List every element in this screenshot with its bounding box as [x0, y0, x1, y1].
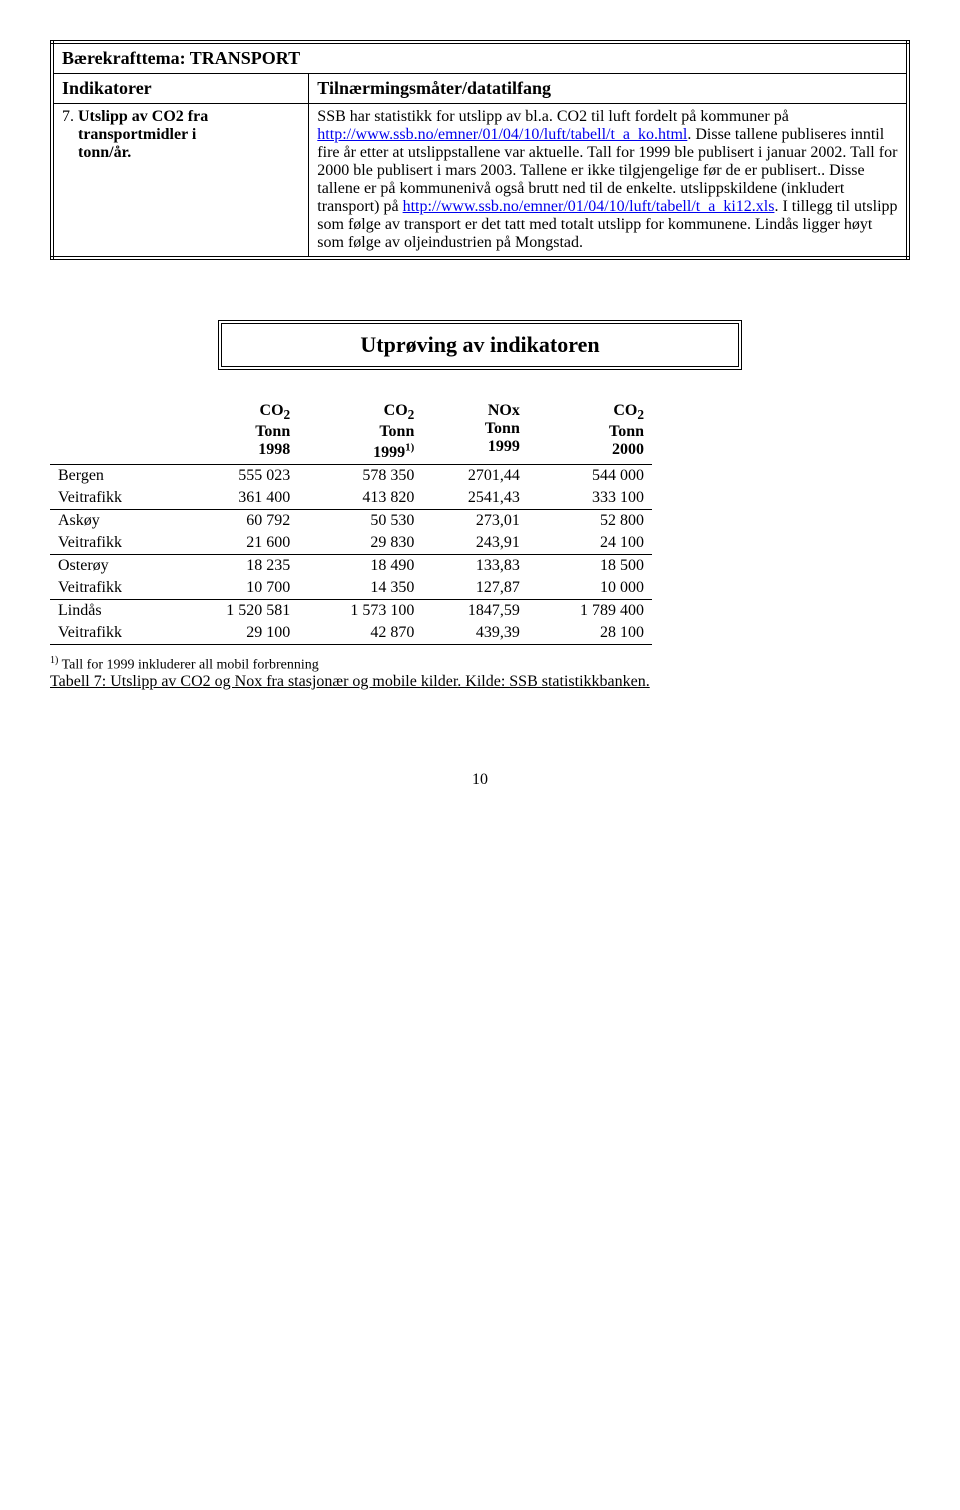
row-value: 243,91	[422, 532, 528, 555]
row-value: 50 530	[298, 509, 422, 532]
indicator-number: 7.	[62, 108, 74, 125]
row-value: 273,01	[422, 509, 528, 532]
row-label: Askøy	[50, 509, 174, 532]
row-value: 127,87	[422, 577, 528, 600]
row-label: Bergen	[50, 464, 174, 487]
table-row: Veitrafikk10 70014 350127,8710 000	[50, 577, 652, 600]
table-row: Veitrafikk21 60029 830243,9124 100	[50, 532, 652, 555]
row-value: 1 573 100	[298, 599, 422, 622]
table-header-4: CO2Tonn2000	[528, 400, 652, 464]
indicator-table: Bærekrafttema: TRANSPORT Indikatorer Til…	[50, 40, 910, 260]
desc-part-1a: SSB har statistikk for utslipp av bl.a. …	[317, 108, 789, 125]
emissions-table: CO2Tonn1998CO2Tonn19991)NOxTonn1999CO2To…	[50, 400, 652, 645]
row-value: 42 870	[298, 622, 422, 645]
indicator-cell: 7. Utslipp av CO2 fra transportmidler i …	[52, 104, 309, 259]
row-value: 133,83	[422, 554, 528, 577]
row-value: 18 500	[528, 554, 652, 577]
row-value: 1847,59	[422, 599, 528, 622]
row-label: Veitrafikk	[50, 487, 174, 510]
table-row: Osterøy18 23518 490133,8318 500	[50, 554, 652, 577]
row-label: Osterøy	[50, 554, 174, 577]
table-row: Lindås1 520 5811 573 1001847,591 789 400	[50, 599, 652, 622]
theme-line: Bærekrafttema: TRANSPORT	[52, 42, 908, 74]
indicator-title-2: transportmidler i	[78, 126, 196, 143]
row-value: 18 235	[174, 554, 298, 577]
table-caption: Tabell 7: Utslipp av CO2 og Nox fra stas…	[50, 673, 910, 691]
row-label: Veitrafikk	[50, 622, 174, 645]
row-value: 29 830	[298, 532, 422, 555]
footnote-text: Tall for 1999 inkluderer all mobil forbr…	[58, 657, 318, 672]
row-label: Veitrafikk	[50, 532, 174, 555]
indicator-title-1: Utslipp av CO2 fra	[78, 108, 208, 125]
footnote: 1) Tall for 1999 inkluderer all mobil fo…	[50, 655, 910, 674]
row-value: 14 350	[298, 577, 422, 600]
indicator-description: SSB har statistikk for utslipp av bl.a. …	[309, 104, 908, 259]
row-value: 60 792	[174, 509, 298, 532]
page-number: 10	[50, 771, 910, 789]
row-label: Lindås	[50, 599, 174, 622]
row-value: 2701,44	[422, 464, 528, 487]
table-header-1: CO2Tonn1998	[174, 400, 298, 464]
row-value: 555 023	[174, 464, 298, 487]
row-value: 1 520 581	[174, 599, 298, 622]
header-col-approach: Tilnærmingsmåter/datatilfang	[309, 74, 908, 104]
row-value: 18 490	[298, 554, 422, 577]
table-row: Bergen555 023578 3502701,44544 000	[50, 464, 652, 487]
table-row: Askøy60 79250 530273,0152 800	[50, 509, 652, 532]
section-title-box: Utprøving av indikatoren	[218, 320, 742, 370]
header-col-indikatorer: Indikatorer	[52, 74, 309, 104]
table-header-3: NOxTonn1999	[422, 400, 528, 464]
row-value: 10 000	[528, 577, 652, 600]
link-ssb-taki12[interactable]: http://www.ssb.no/emner/01/04/10/luft/ta…	[403, 198, 775, 215]
row-value: 544 000	[528, 464, 652, 487]
row-value: 578 350	[298, 464, 422, 487]
row-value: 1 789 400	[528, 599, 652, 622]
row-value: 21 600	[174, 532, 298, 555]
indicator-title-3: tonn/år.	[78, 144, 131, 161]
row-value: 2541,43	[422, 487, 528, 510]
table-row: Veitrafikk29 10042 870439,3928 100	[50, 622, 652, 645]
table-header-0	[50, 400, 174, 464]
table-header-2: CO2Tonn19991)	[298, 400, 422, 464]
row-value: 28 100	[528, 622, 652, 645]
row-value: 52 800	[528, 509, 652, 532]
row-value: 333 100	[528, 487, 652, 510]
link-ssb-tako[interactable]: http://www.ssb.no/emner/01/04/10/luft/ta…	[317, 126, 687, 143]
row-value: 29 100	[174, 622, 298, 645]
row-label: Veitrafikk	[50, 577, 174, 600]
section-title: Utprøving av indikatoren	[360, 332, 599, 357]
row-value: 10 700	[174, 577, 298, 600]
row-value: 361 400	[174, 487, 298, 510]
row-value: 413 820	[298, 487, 422, 510]
row-value: 24 100	[528, 532, 652, 555]
row-value: 439,39	[422, 622, 528, 645]
table-row: Veitrafikk361 400413 8202541,43333 100	[50, 487, 652, 510]
